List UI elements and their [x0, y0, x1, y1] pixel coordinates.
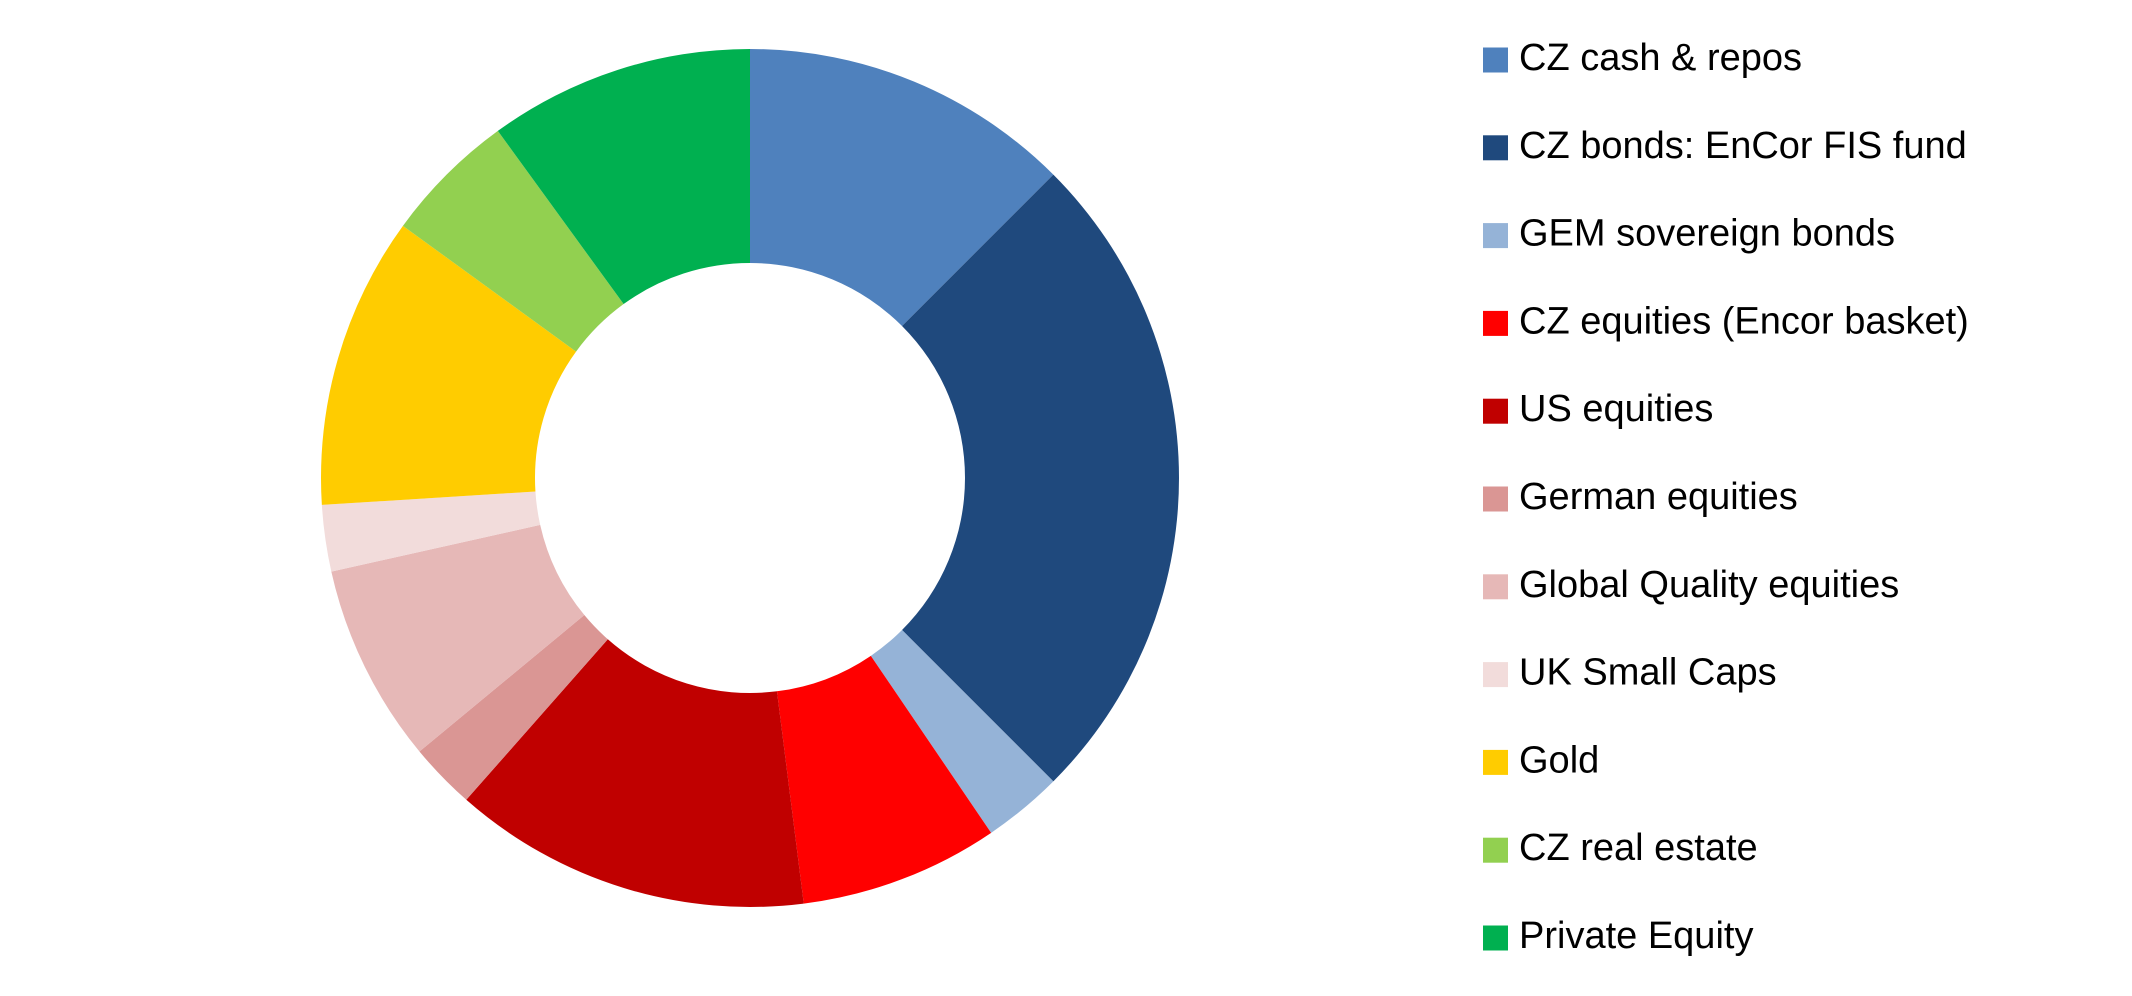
legend-label: German equities [1519, 476, 1798, 518]
legend-swatch [1483, 486, 1508, 512]
donut-slice [321, 491, 541, 572]
legend-label: CZ bonds: EnCor FIS fund [1519, 125, 1967, 167]
legend-label: UK Small Caps [1519, 652, 1777, 694]
donut-slice [402, 130, 624, 352]
donut-slice [750, 49, 1054, 326]
legend-label: Gold [1519, 739, 1599, 781]
legend-swatch [1483, 749, 1508, 775]
legend-label: Global Quality equities [1519, 564, 1899, 606]
legend-swatch [1483, 837, 1508, 863]
legend-label: GEM sovereign bonds [1519, 213, 1895, 255]
legend-swatch [1483, 135, 1508, 161]
legend-label: CZ real estate [1519, 827, 1758, 869]
legend-swatch [1483, 925, 1508, 951]
legend-label: Private Equity [1519, 915, 1753, 957]
legend-swatch [1483, 662, 1508, 688]
legend-swatch [1483, 47, 1508, 73]
donut-slice [497, 48, 750, 305]
donut-slice [870, 630, 1054, 833]
donut-slice [466, 639, 804, 907]
donut-slice [902, 174, 1179, 782]
donut-slice [331, 524, 585, 752]
donut-slice [321, 225, 577, 505]
donut-slice [419, 615, 608, 800]
legend-swatch [1483, 223, 1508, 249]
legend-swatch [1483, 310, 1508, 336]
legend-label: CZ cash & repos [1519, 37, 1802, 79]
legend-swatch [1483, 574, 1508, 600]
donut-slice [776, 655, 992, 904]
legend-label: CZ equities (Encor basket) [1519, 300, 1969, 342]
legend-swatch [1483, 398, 1508, 424]
legend-label: US equities [1519, 388, 1713, 430]
